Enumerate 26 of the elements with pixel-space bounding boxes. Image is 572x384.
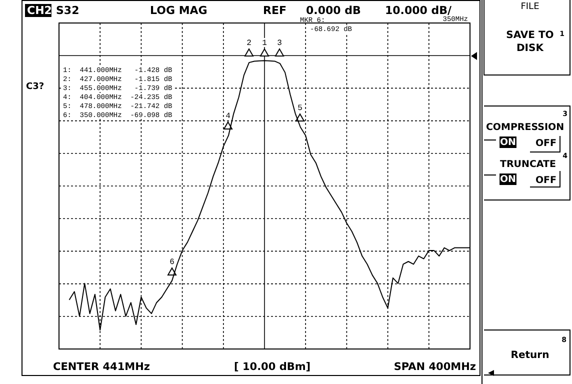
text: Return <box>510 350 550 361</box>
text: TRUNCATE <box>500 159 556 170</box>
annotation: 4 <box>226 112 231 121</box>
text: OFF <box>535 138 557 149</box>
text: FILE <box>520 2 540 12</box>
annotation: 5 <box>298 104 303 113</box>
text: DISK <box>516 43 545 54</box>
text: 10.000 dB/ <box>385 4 453 17</box>
text: 2 <box>246 39 252 48</box>
text: 1 <box>262 39 268 48</box>
text: SAVE TO <box>506 30 554 41</box>
text: ON <box>500 137 516 148</box>
text: [ 10.00 dBm] <box>234 361 311 373</box>
text: OFF <box>535 175 557 186</box>
text: ON <box>500 174 516 185</box>
text: C3? <box>26 82 44 92</box>
text: 3 <box>277 39 282 48</box>
text: COMPRESSION <box>486 122 564 133</box>
text: S32 <box>56 4 80 17</box>
annotation: 6 <box>170 258 175 267</box>
text: LOG MAG <box>150 4 208 17</box>
text: CH2 <box>27 4 52 17</box>
text: REF <box>263 4 286 17</box>
text: SPAN 400MHz <box>394 361 476 373</box>
text: 0.000 dB <box>306 4 361 17</box>
text: CENTER 441MHz <box>53 361 150 373</box>
